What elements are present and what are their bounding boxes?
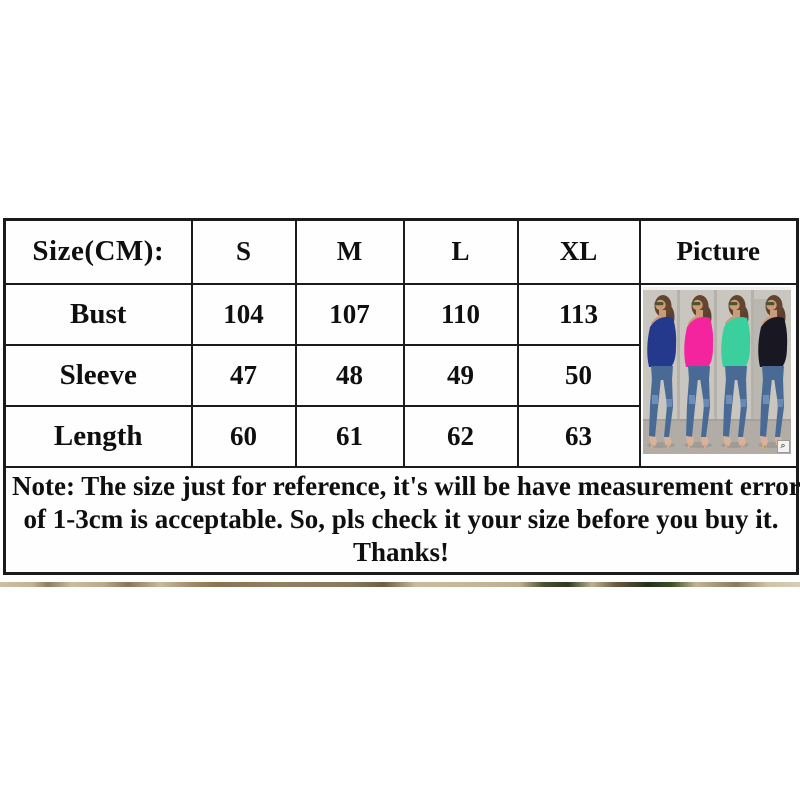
sleeve-s: 47 — [190, 343, 297, 407]
model-navy — [646, 294, 676, 449]
note-cell: Note: The size just for reference, it's … — [3, 465, 800, 574]
bust-xl: 113 — [516, 282, 641, 346]
table-header-row: Size(CM): S M L XL Picture — [3, 218, 799, 285]
col-header-xl: XL — [516, 218, 641, 285]
col-header-picture: Picture — [638, 218, 799, 285]
bust-l: 110 — [402, 282, 519, 346]
length-m: 61 — [294, 404, 405, 468]
table-row-length: Length 60 61 62 63 — [3, 404, 798, 468]
bust-m: 107 — [294, 282, 405, 346]
sleeve-m: 48 — [294, 343, 405, 407]
col-header-size: Size(CM): — [3, 218, 193, 285]
col-header-s: S — [190, 218, 297, 285]
row-label-length: Length — [3, 404, 193, 468]
sleeve-xl: 50 — [516, 343, 641, 407]
note-line-1: Note: The size just for reference, it's … — [12, 471, 800, 501]
length-l: 62 — [402, 404, 519, 468]
bust-s: 104 — [190, 282, 297, 346]
table-row-sleeve: Sleeve 47 48 49 50 — [3, 343, 798, 407]
product-photo: ⌕ — [642, 286, 791, 454]
length-s: 60 — [190, 404, 297, 468]
row-label-sleeve: Sleeve — [3, 343, 193, 407]
table-row-note: Note: The size just for reference, it's … — [3, 465, 800, 574]
note-line-3: Thanks! — [352, 537, 450, 567]
model-green — [720, 294, 750, 449]
magnifier-icon[interactable]: ⌕ — [776, 439, 790, 453]
picture-cell: ⌕ — [638, 282, 799, 468]
table-row-bust: Bust 104 107 110 113 — [3, 282, 799, 468]
model-pink — [683, 294, 713, 449]
cropped-photo-strip — [0, 582, 800, 587]
sleeve-l: 49 — [402, 343, 519, 407]
row-label-bust: Bust — [3, 282, 193, 346]
size-table: Size(CM): S M L XL Picture Bust 104 107 … — [3, 218, 800, 575]
col-header-m: M — [294, 218, 405, 285]
length-xl: 63 — [516, 404, 641, 468]
note-line-2: of 1-3cm is acceptable. So, pls check it… — [23, 504, 779, 534]
four-models-photo — [642, 286, 791, 454]
col-header-l: L — [402, 218, 519, 285]
